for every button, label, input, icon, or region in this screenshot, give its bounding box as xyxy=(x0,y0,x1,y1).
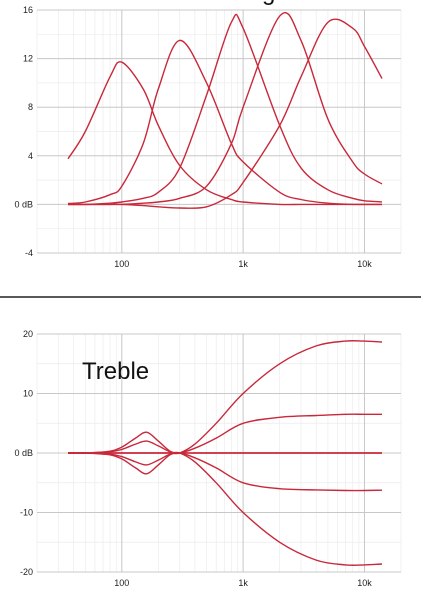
bass-series-2-line xyxy=(67,39,382,206)
bass-series-5-line xyxy=(68,18,383,209)
bass-series-3-line xyxy=(67,13,383,206)
treble-y-tick-label: 0 dB xyxy=(14,448,33,458)
treble-x-tick-label: 100 xyxy=(114,578,129,588)
bass-y-tick-label: 8 xyxy=(28,102,33,112)
treble-y-tick-label: 20 xyxy=(23,329,33,339)
treble-x-tick-label: 1k xyxy=(238,578,248,588)
bass-y-tick-label: 16 xyxy=(23,5,33,15)
treble-series-6-line xyxy=(68,451,383,566)
bass-y-tick-label: 12 xyxy=(23,54,33,64)
treble-x-tick-label: 10k xyxy=(357,578,372,588)
bass-y-tick-label: -4 xyxy=(25,248,33,258)
bass-y-tick-label: 4 xyxy=(28,151,33,161)
treble-annotation: Treble xyxy=(82,358,149,385)
bass-eq-chart: 100 1k 10k 16 12 8 4 0 dB -4 g xyxy=(14,0,402,269)
bass-y-tick-label: 0 dB xyxy=(14,199,33,209)
bass-title-fragment: g xyxy=(262,0,275,6)
treble-y-tick-label: 10 xyxy=(23,389,33,399)
bass-x-tick-label: 100 xyxy=(114,259,129,269)
treble-y-tick-label: -20 xyxy=(20,567,33,577)
bass-x-tick-label: 1k xyxy=(238,259,248,269)
treble-eq-chart: 100 1k 10k 20 10 0 dB -10 -20 Treble xyxy=(14,329,402,588)
treble-y-tick-label: -10 xyxy=(20,508,33,518)
bass-x-tick-label: 10k xyxy=(357,259,372,269)
